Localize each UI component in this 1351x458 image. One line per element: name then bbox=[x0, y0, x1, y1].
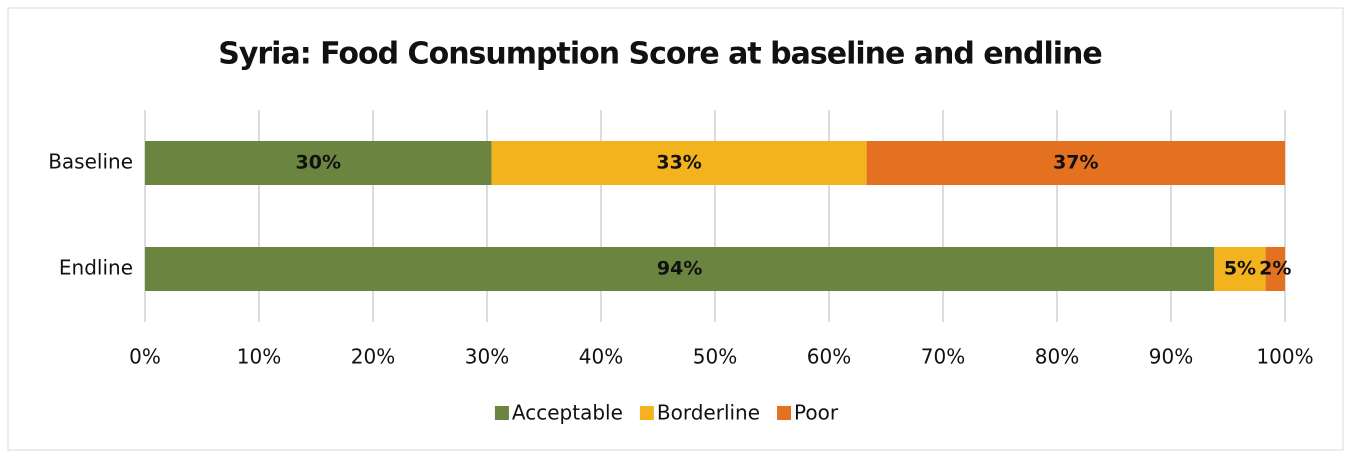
chart-title: Syria: Food Consumption Score at baselin… bbox=[218, 37, 1102, 72]
bar-segment bbox=[1265, 247, 1285, 291]
x-tick-label: 100% bbox=[1256, 345, 1313, 369]
data-label: 5% bbox=[1224, 258, 1256, 280]
legend-label: Borderline bbox=[657, 401, 760, 425]
x-tick-label: 70% bbox=[921, 345, 965, 369]
x-tick-label: 0% bbox=[129, 345, 161, 369]
chart-frame bbox=[7, 7, 1344, 451]
data-label: 2% bbox=[1259, 258, 1291, 280]
y-tick-label: Endline bbox=[59, 256, 133, 280]
legend-swatch bbox=[777, 406, 792, 420]
y-tick-label: Baseline bbox=[48, 150, 133, 174]
bar-segment bbox=[145, 247, 1215, 291]
legend-label: Acceptable bbox=[512, 401, 623, 425]
x-tick-label: 40% bbox=[579, 345, 623, 369]
bar-segment bbox=[866, 141, 1285, 185]
x-tick-label: 30% bbox=[465, 345, 509, 369]
data-label: 94% bbox=[657, 258, 702, 280]
data-label: 33% bbox=[656, 152, 701, 174]
x-tick-label: 50% bbox=[693, 345, 737, 369]
legend-swatch bbox=[494, 406, 509, 420]
legend-swatch bbox=[639, 406, 654, 420]
data-label: 30% bbox=[296, 152, 341, 174]
x-tick-label: 90% bbox=[1149, 345, 1193, 369]
legend-label: Poor bbox=[794, 401, 839, 425]
bar-segment bbox=[145, 141, 492, 185]
x-tick-label: 10% bbox=[237, 345, 281, 369]
data-label: 37% bbox=[1053, 152, 1098, 174]
bar-segment bbox=[1214, 247, 1266, 291]
bar-segment bbox=[491, 141, 867, 185]
x-tick-label: 80% bbox=[1035, 345, 1079, 369]
x-tick-label: 60% bbox=[807, 345, 851, 369]
x-tick-label: 20% bbox=[351, 345, 395, 369]
